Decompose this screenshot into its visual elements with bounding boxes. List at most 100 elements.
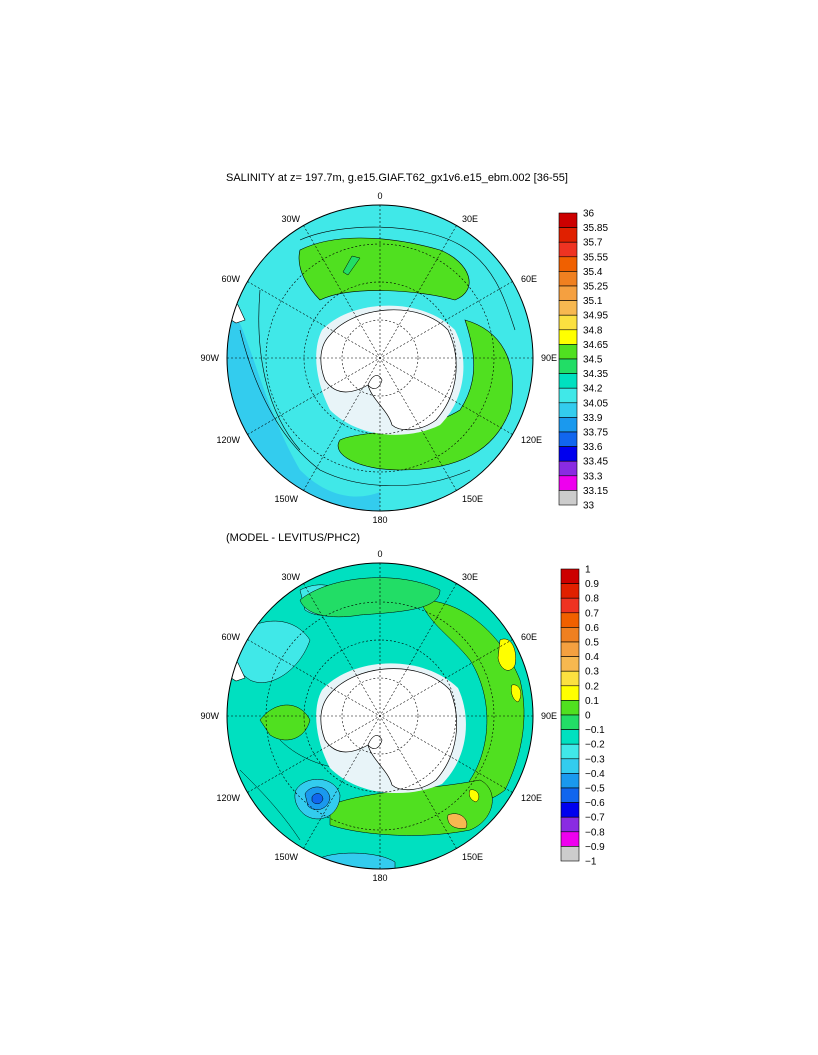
bottom-colorbar-swatch	[560, 714, 580, 730]
top-colorbar-label: 34.8	[583, 325, 603, 336]
bottom-colorbar-label: 0.5	[585, 638, 599, 649]
bottom-colorbar-label: 0.2	[585, 681, 599, 692]
top-lon-label-150w: 150W	[274, 494, 298, 504]
top-lon-label-90e: 90E	[541, 353, 557, 363]
top-colorbar-label: 35.7	[583, 238, 603, 249]
bottom-colorbar-swatch	[560, 627, 580, 643]
bottom-colorbar-swatch	[560, 773, 580, 789]
bottom-longitude-labels: 0 30E 60E 90E 120E 150E 180 150W 120W 90…	[200, 549, 557, 883]
bottom-negative-anomaly-core	[311, 793, 324, 804]
top-colorbar-swatch	[558, 460, 578, 477]
top-green-band-atlantic	[298, 237, 470, 301]
top-lon-label-60e: 60E	[521, 274, 537, 284]
top-colorbar-swatch	[558, 431, 578, 447]
top-lon-label-120e: 120E	[521, 435, 542, 445]
top-colorbar-swatch	[558, 314, 578, 331]
top-colorbar-swatch	[558, 490, 578, 506]
top-colorbar-swatch	[558, 358, 578, 374]
bottom-colorbar-label: −0.7	[585, 813, 605, 824]
top-contour-line	[299, 226, 516, 331]
bottom-colorbar-swatch	[560, 670, 580, 687]
bottom-colorbar-swatch	[560, 641, 580, 657]
top-colorbar-label: 33.3	[583, 471, 603, 482]
bottom-colorbar-label: −0.3	[585, 754, 605, 765]
top-colorbar-swatch	[558, 227, 578, 243]
bottom-colorbar-label: −0.9	[585, 842, 605, 853]
bottom-colorbar-swatch	[560, 729, 580, 745]
top-colorbar-label: 33.75	[583, 428, 608, 439]
bottom-colorbar-label: −0.1	[585, 725, 605, 736]
bottom-colorbar-swatch	[560, 831, 580, 847]
top-colorbar-swatch	[558, 285, 578, 301]
top-colorbar-swatch	[558, 373, 578, 389]
top-contour-line	[239, 329, 471, 487]
bottom-yellow-anomaly	[469, 789, 480, 803]
bottom-colorbar-swatch	[560, 656, 580, 672]
top-colorbar-label: 34.05	[583, 398, 608, 409]
bottom-antarctica	[320, 668, 457, 791]
bottom-negative-anomaly-south	[319, 852, 396, 869]
bottom-colorbar-swatch	[560, 787, 580, 803]
bottom-colorbar-label: 0.7	[585, 608, 599, 619]
bottom-yellow-anomaly	[497, 638, 516, 671]
top-colorbar-label: 33.6	[583, 442, 603, 453]
top-longitude-labels: 0 30E 60E 90E 120E 150E 180 150W 120W 90…	[200, 191, 557, 525]
top-colorbar-swatch	[558, 475, 578, 491]
top-lon-label-30w: 30W	[281, 214, 300, 224]
top-colorbar-swatch	[558, 212, 578, 228]
bottom-lon-label-60e: 60E	[521, 632, 537, 642]
top-colorbar-swatch	[558, 344, 578, 360]
top-colorbar-label: 35.4	[583, 267, 603, 278]
top-colorbar-swatch	[558, 300, 578, 316]
top-colorbar-label: 33.45	[583, 457, 608, 468]
top-lon-label-180: 180	[372, 515, 387, 525]
bottom-colorbar-label: 0.9	[585, 579, 599, 590]
bottom-panel: (MODEL - LEVITUS/PHC2)	[200, 532, 605, 883]
top-colorbar-swatch	[558, 446, 578, 462]
bottom-ross-ice-shelf	[367, 735, 383, 749]
bottom-colorbar: 1 0.9 0.8 0.7 0.6 0.5 0.4 0.3 0.2 0.1 0 −0.1 −0.2 −0.…	[560, 565, 605, 868]
top-map-frame	[226, 204, 534, 512]
bottom-map-frame	[226, 562, 534, 870]
bottom-colorbar-swatch	[560, 568, 580, 584]
bottom-lon-label-90w: 90W	[200, 711, 219, 721]
top-colorbar-swatch	[558, 387, 578, 404]
bottom-lon-label-120e: 120E	[521, 793, 542, 803]
top-colorbar-label: 35.85	[583, 223, 608, 234]
bottom-colorbar-label: 0.1	[585, 696, 599, 707]
bottom-yellow-anomaly	[511, 684, 522, 703]
top-colorbar-swatch	[558, 256, 578, 272]
bottom-colorbar-swatch	[560, 700, 580, 716]
bottom-positive-band-atlantic	[299, 577, 441, 618]
top-graticule	[227, 205, 533, 511]
top-lon-label-120w: 120W	[216, 435, 240, 445]
top-panel: SALINITY at z= 197.7m, g.e15.GIAF.T62_gx…	[200, 172, 608, 525]
bottom-positive-patch	[259, 704, 311, 741]
bottom-colorbar-label: 0.6	[585, 623, 599, 634]
bottom-colorbar-swatch	[560, 685, 580, 701]
top-colorbar-label: 35.25	[583, 282, 608, 293]
top-lon-label-90w: 90W	[200, 353, 219, 363]
bottom-lon-label-60w: 60W	[221, 632, 240, 642]
bottom-lon-label-150w: 150W	[274, 852, 298, 862]
top-lon-label-150e: 150E	[462, 494, 483, 504]
bottom-lon-label-30w: 30W	[281, 572, 300, 582]
top-colorbar-label: 34.2	[583, 384, 603, 395]
top-colorbar-swatch	[558, 241, 578, 258]
top-colorbar-swatch	[558, 417, 578, 433]
bottom-lon-label-30e: 30E	[462, 572, 478, 582]
bottom-colorbar-label: −0.8	[585, 827, 605, 838]
bottom-colorbar-label: −0.6	[585, 798, 605, 809]
top-colorbar-label: 35.55	[583, 252, 608, 263]
bottom-orange-anomaly	[447, 813, 468, 829]
top-ross-ice-shelf	[367, 375, 383, 389]
top-colorbar-label: 33.9	[583, 413, 603, 424]
bottom-colorbar-label: 0.3	[585, 667, 599, 678]
bottom-lon-label-0: 0	[377, 549, 382, 559]
top-colorbar-label: 33.15	[583, 486, 608, 497]
bottom-graticule	[227, 563, 533, 869]
top-panel-title: SALINITY at z= 197.7m, g.e15.GIAF.T62_gx…	[226, 172, 568, 184]
top-lon-label-0: 0	[377, 191, 382, 201]
top-colorbar-label: 36	[583, 209, 595, 220]
top-colorbar-swatch	[558, 329, 578, 345]
